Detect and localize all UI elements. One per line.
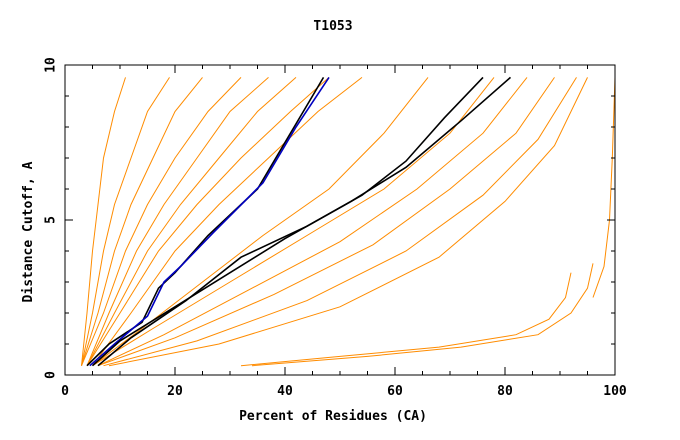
series-line-16 [251,263,594,367]
axis-ticks: 0 20 40 60 80 100 0 5 10 [44,57,627,399]
highlight-line-2 [89,76,330,367]
x-axis-label: Percent of Residues (CA) [239,409,427,424]
series-line-12 [97,77,555,367]
series-line-8 [92,77,363,366]
series-line-2 [81,77,170,366]
series-line-17 [592,77,616,298]
series-line-13 [103,77,577,367]
series-line-11 [97,77,528,367]
x-tick-label: 40 [277,384,293,399]
series-line-9 [92,77,429,367]
x-tick-label: 60 [387,384,403,399]
line-series-group [81,77,616,367]
series-line-15 [240,272,572,367]
series-line-14 [108,77,588,367]
chart-title: T1053 [313,19,352,34]
series-line-3 [81,77,203,366]
y-tick-label: 10 [44,57,59,73]
series-line-1 [81,77,126,366]
x-tick-label: 20 [167,384,183,399]
series-line-6 [86,77,297,366]
series-line-5 [86,77,269,366]
highlight-series-group [86,76,512,367]
x-tick-label: 80 [497,384,513,399]
highlight-line-4 [97,76,484,367]
y-axis-label: Distance Cutoff, A [21,161,36,302]
series-line-10 [92,77,495,367]
series-line-7 [86,77,330,366]
y-tick-label: 5 [44,216,59,224]
highlight-line-3 [91,76,512,367]
x-tick-label: 100 [603,384,627,399]
x-tick-label: 0 [61,384,69,399]
y-tick-label: 0 [44,371,59,379]
series-line-4 [81,77,242,366]
